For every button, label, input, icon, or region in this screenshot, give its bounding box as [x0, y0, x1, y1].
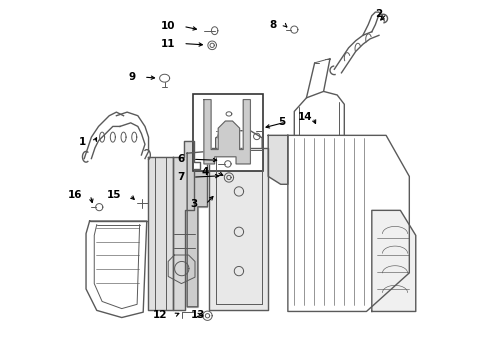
Text: 11: 11: [161, 39, 175, 49]
Text: 9: 9: [129, 72, 136, 82]
Polygon shape: [372, 210, 416, 311]
Text: 6: 6: [178, 154, 185, 164]
Text: 15: 15: [107, 190, 122, 200]
Text: 16: 16: [68, 190, 82, 200]
Polygon shape: [187, 152, 207, 307]
Text: 14: 14: [298, 112, 312, 122]
Polygon shape: [288, 135, 409, 311]
Bar: [193, 94, 263, 171]
Polygon shape: [173, 141, 200, 310]
Polygon shape: [148, 157, 173, 310]
Text: 3: 3: [191, 199, 198, 209]
Text: 12: 12: [152, 310, 167, 320]
Text: 4: 4: [201, 167, 209, 177]
Polygon shape: [209, 148, 268, 310]
Text: 10: 10: [161, 21, 175, 31]
Text: 5: 5: [278, 117, 285, 127]
Polygon shape: [268, 135, 288, 184]
Text: 2: 2: [375, 9, 383, 19]
Text: 8: 8: [269, 19, 276, 30]
Polygon shape: [204, 100, 250, 164]
Text: 1: 1: [79, 138, 86, 148]
Text: 13: 13: [191, 310, 205, 320]
Text: 7: 7: [177, 172, 185, 182]
Polygon shape: [86, 221, 147, 318]
